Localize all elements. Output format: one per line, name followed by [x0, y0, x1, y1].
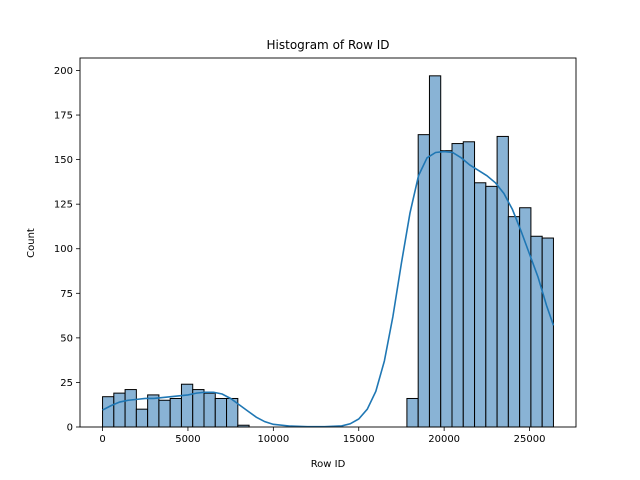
x-tick-label: 25000: [514, 434, 546, 445]
histogram-bar-10: [214, 397, 228, 428]
x-tick-label: 10000: [257, 434, 289, 445]
histogram-bar-6: [169, 397, 182, 428]
y-tick-label: 125: [54, 200, 73, 211]
histogram-bar-16: [440, 150, 453, 428]
x-tick-label: 0: [99, 434, 105, 445]
x-axis-label: Row ID: [311, 459, 346, 470]
x-tick-label: 5000: [175, 434, 200, 445]
histogram-bar-9: [203, 392, 216, 428]
histogram-bar-15: [428, 75, 442, 428]
histogram-bar-13: [406, 397, 419, 428]
histogram-bar-17: [451, 143, 464, 428]
histogram-bar-22: [507, 216, 521, 428]
y-tick-label: 25: [60, 378, 73, 389]
x-tick-label: 20000: [428, 434, 460, 445]
histogram-bar-24: [530, 235, 543, 428]
y-tick-label: 200: [54, 66, 73, 77]
ticks-layer: 0 5000 10000 15000 20000 25000 0 25 50 75 100 125 15…: [54, 66, 546, 445]
y-tick-label: 150: [54, 155, 73, 166]
plot-frame: [79, 57, 577, 428]
histogram-bar-3: [135, 408, 149, 428]
histogram-bar-14: [417, 134, 430, 428]
chart-title: Histogram of Row ID: [267, 38, 390, 52]
y-tick-label: 100: [54, 244, 73, 255]
y-axis-label: Count: [26, 228, 37, 258]
axes-layer: [79, 57, 577, 428]
histogram-bar-19: [474, 182, 487, 428]
histogram-bar-5: [158, 399, 171, 428]
histogram-bar-7: [180, 383, 194, 428]
kde-density-line: [102, 150, 555, 428]
histogram-bar-20: [485, 185, 498, 428]
histogram-bar-18: [462, 141, 476, 428]
y-tick-label: 50: [60, 333, 73, 344]
kde-layer: [102, 150, 555, 428]
y-tick-label: 0: [67, 423, 73, 434]
y-tick-label: 75: [60, 289, 73, 300]
histogram-bar-8: [192, 389, 205, 428]
y-tick-label: 175: [54, 111, 73, 122]
histogram-bar-4: [147, 394, 160, 428]
histogram-bar-2: [124, 389, 137, 428]
x-tick-label: 15000: [343, 434, 375, 445]
histogram-bar-0: [102, 396, 115, 428]
histogram-bar-1: [113, 392, 126, 428]
histogram-bar-25: [541, 237, 554, 428]
histogram-bar-21: [496, 135, 509, 428]
